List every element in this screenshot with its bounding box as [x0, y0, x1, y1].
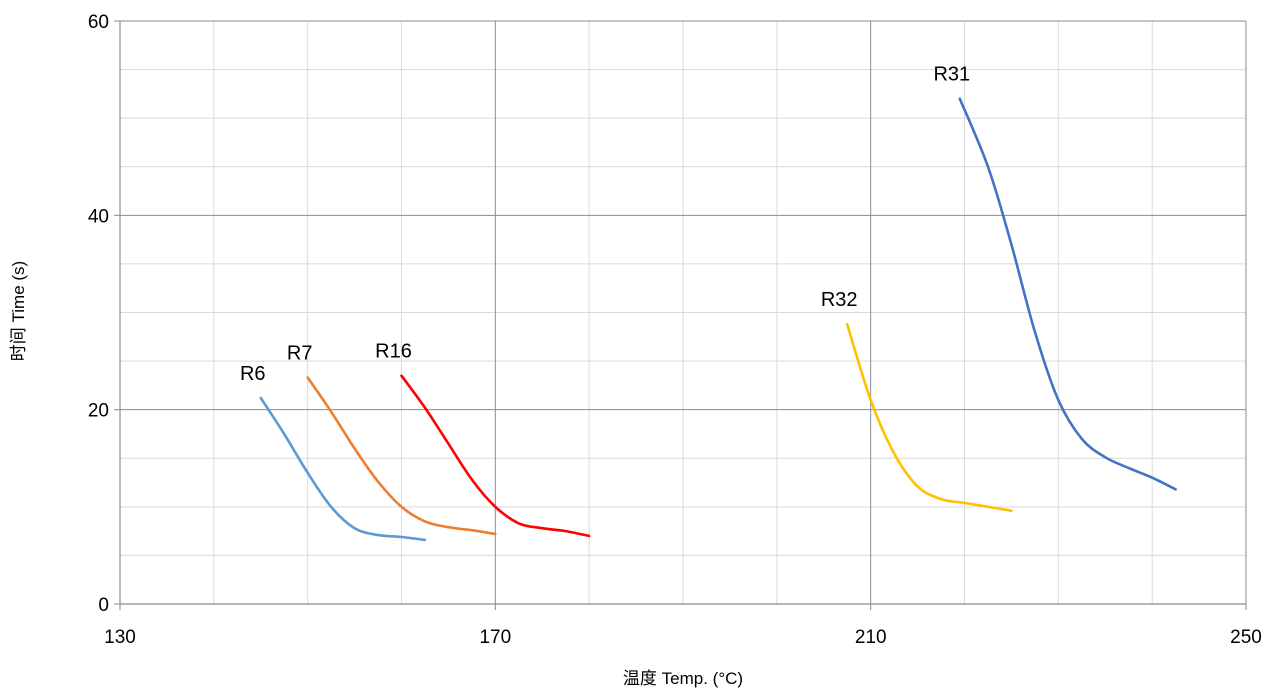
x-tick-label: 250	[1230, 627, 1262, 648]
x-tick-label: 210	[855, 627, 887, 648]
grid	[120, 20, 1247, 604]
x-tick-label: 170	[479, 627, 511, 648]
series-label-r32: R32	[821, 289, 858, 311]
y-tick-label: 40	[88, 206, 109, 227]
series-label-r7: R7	[287, 343, 313, 365]
x-tick-label: 130	[104, 627, 136, 648]
series-labels: R6 R7 R16 R32 R31	[240, 64, 970, 385]
y-tick-label: 60	[88, 12, 109, 33]
y-axis-title: 时间 Time (s)	[9, 261, 28, 361]
series-line-r7	[306, 376, 497, 536]
axes: 130 170 210 250 0 20 40 60	[88, 12, 1262, 648]
series-line-r16	[400, 374, 591, 538]
series-label-r31: R31	[933, 64, 970, 86]
y-tick-label: 0	[98, 595, 109, 616]
series-label-r6: R6	[240, 363, 266, 385]
series-group	[259, 97, 1177, 542]
series-line-r32	[845, 322, 1013, 512]
y-tick-label: 20	[88, 401, 109, 422]
series-line-r31	[958, 97, 1177, 491]
x-axis-title: 温度 Temp. (°C)	[623, 669, 743, 688]
series-line-r6	[259, 396, 427, 542]
series-label-r16: R16	[375, 341, 412, 363]
